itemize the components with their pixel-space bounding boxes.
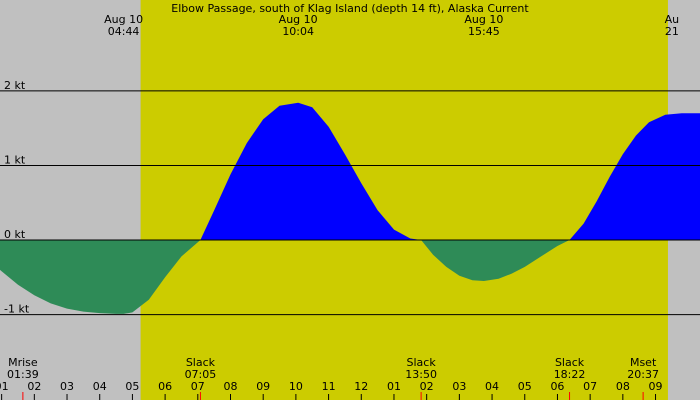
x-tick-label: 01 xyxy=(0,380,9,393)
event-name-label: Mrise xyxy=(8,356,38,369)
peak-time-label: 10:04 xyxy=(282,25,314,38)
x-tick-label: 07 xyxy=(191,380,205,393)
x-tick-label: 04 xyxy=(485,380,499,393)
x-tick-label: 10 xyxy=(289,380,303,393)
event-time-label: 18:22 xyxy=(554,368,586,381)
y-tick-label: 0 kt xyxy=(4,228,26,241)
x-tick-label: 08 xyxy=(223,380,237,393)
x-tick-label: 09 xyxy=(649,380,663,393)
x-tick-label: 04 xyxy=(93,380,107,393)
event-name-label: Slack xyxy=(555,356,585,369)
event-name-label: Slack xyxy=(407,356,437,369)
peak-time-label: 21 xyxy=(665,25,679,38)
y-tick-label: 1 kt xyxy=(4,153,26,166)
chart-title: Elbow Passage, south of Klag Island (dep… xyxy=(171,2,529,15)
x-tick-label: 06 xyxy=(158,380,172,393)
x-tick-label: 11 xyxy=(322,380,336,393)
x-tick-label: 09 xyxy=(256,380,270,393)
event-time-label: 13:50 xyxy=(405,368,437,381)
flood-area-2 xyxy=(200,102,422,240)
event-time-label: 07:05 xyxy=(185,368,217,381)
x-tick-label: 08 xyxy=(616,380,630,393)
peak-date-label: Au xyxy=(665,13,680,26)
event-time-label: 01:39 xyxy=(7,368,39,381)
x-tick-label: 01 xyxy=(387,380,401,393)
peak-date-label: Aug 10 xyxy=(279,13,318,26)
event-name-label: Slack xyxy=(186,356,216,369)
ebb-area-3 xyxy=(421,240,570,281)
flood-area-4 xyxy=(569,113,700,240)
x-tick-label: 03 xyxy=(60,380,74,393)
ebb-area-1 xyxy=(0,240,201,314)
peak-date-label: Aug 10 xyxy=(104,13,143,26)
x-tick-label: 06 xyxy=(550,380,564,393)
event-name-label: Mset xyxy=(630,356,657,369)
peak-time-label: 04:44 xyxy=(108,25,140,38)
x-tick-label: 02 xyxy=(420,380,434,393)
x-tick-label: 02 xyxy=(27,380,41,393)
x-tick-label: 07 xyxy=(583,380,597,393)
x-tick-label: 05 xyxy=(518,380,532,393)
peak-date-label: Aug 10 xyxy=(464,13,503,26)
x-tick-label: 03 xyxy=(452,380,466,393)
y-tick-label: -1 kt xyxy=(4,303,30,316)
x-tick-label: 05 xyxy=(125,380,139,393)
peak-time-label: 15:45 xyxy=(468,25,500,38)
y-tick-label: 2 kt xyxy=(4,79,26,92)
x-tick-label: 12 xyxy=(354,380,368,393)
event-time-label: 20:37 xyxy=(627,368,659,381)
